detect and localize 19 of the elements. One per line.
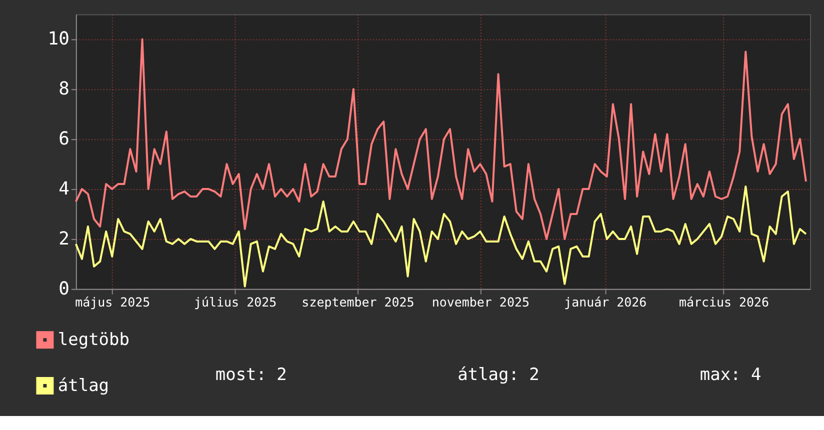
legend-label: átlag bbox=[58, 376, 110, 396]
y-tick-label: 6 bbox=[58, 128, 70, 150]
x-tick-label: november 2025 bbox=[432, 294, 530, 310]
line-series bbox=[74, 186, 807, 288]
y-tick-label: 8 bbox=[58, 78, 70, 100]
y-tick-label: 0 bbox=[58, 278, 70, 300]
line-series bbox=[74, 38, 807, 240]
x-tick-label: január 2026 bbox=[564, 294, 647, 310]
text: max: 4 bbox=[700, 364, 762, 385]
y-tick-label: 2 bbox=[58, 228, 70, 250]
x-tick-label: szeptember 2025 bbox=[302, 294, 414, 310]
x-tick-label: május 2025 bbox=[75, 294, 150, 310]
legend-label: legtöbb bbox=[58, 330, 130, 350]
y-tick-label: 10 bbox=[48, 28, 70, 50]
y-tick-label: 4 bbox=[58, 178, 70, 200]
x-tick-label: július 2025 bbox=[194, 294, 277, 310]
text: átlag: 2 bbox=[458, 364, 540, 385]
x-tick-label: március 2026 bbox=[678, 294, 770, 310]
text: most: 2 bbox=[215, 364, 287, 385]
